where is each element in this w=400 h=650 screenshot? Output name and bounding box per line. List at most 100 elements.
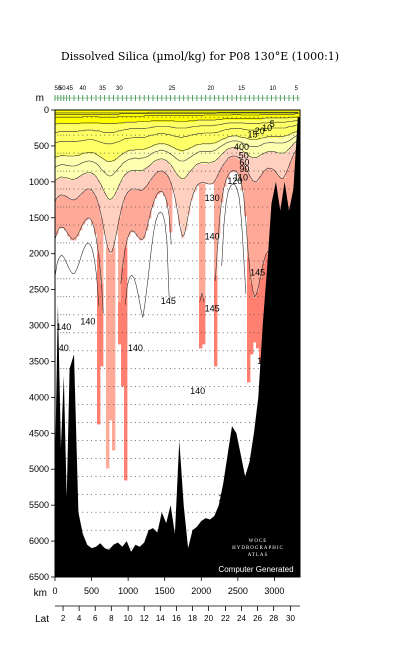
sample-dot [60, 188, 62, 190]
color-band-cell [253, 182, 257, 299]
sample-dot [117, 493, 119, 495]
color-band-cell [253, 140, 257, 159]
sample-dot [213, 278, 215, 280]
sample-dot [205, 386, 207, 388]
sample-dot [139, 404, 141, 406]
sample-dot [165, 116, 167, 118]
color-band-cell [181, 180, 185, 239]
sample-dot [262, 116, 264, 118]
sample-dot [134, 296, 136, 298]
color-band-cell [169, 166, 173, 183]
sample-dot [139, 134, 141, 136]
color-band-cell [208, 120, 212, 145]
sample-dot [240, 440, 242, 441]
sample-dot [143, 242, 145, 244]
sample-dot [192, 422, 193, 423]
sample-dot [178, 350, 180, 352]
sample-dot [117, 314, 119, 316]
color-band-cell [259, 110, 263, 121]
sample-dot [213, 296, 215, 298]
color-band-cell [151, 178, 155, 207]
sample-dot [218, 152, 220, 154]
sample-dot [213, 134, 215, 136]
sample-dot [57, 170, 59, 172]
sample-dot [196, 350, 198, 352]
sample-dot [240, 206, 242, 208]
sample-dot [253, 206, 255, 208]
sample-dot [66, 368, 68, 370]
sample-dot [134, 116, 136, 118]
sample-dot [240, 296, 242, 298]
sample-dot [161, 475, 163, 477]
sample-dot [231, 404, 233, 406]
sample-dot [218, 170, 220, 172]
sample-dot [222, 224, 224, 226]
color-band-cell [136, 122, 140, 151]
sample-dot [192, 475, 193, 477]
sample-dot [174, 260, 176, 262]
sample-dot [99, 314, 101, 316]
x-tick-label: 0 [52, 586, 57, 596]
sample-dot [148, 493, 150, 495]
sample-dot [99, 475, 101, 477]
sample-dot [156, 206, 158, 208]
sample-dot [249, 152, 250, 154]
sample-dot [183, 278, 185, 280]
sample-dot [235, 260, 237, 262]
color-band-cell [67, 156, 71, 181]
sample-dot [165, 188, 167, 190]
sample-dot [170, 314, 172, 316]
sample-dot [130, 170, 132, 172]
sample-dot [113, 188, 114, 190]
sample-dot [126, 206, 128, 208]
sample-dot [222, 278, 224, 280]
sample-dot [284, 170, 286, 172]
sample-dot [143, 404, 145, 406]
sample-dot [117, 350, 119, 352]
sample-dot [126, 368, 128, 370]
sample-dot [196, 206, 198, 208]
sample-dot [77, 170, 79, 172]
sample-dot [161, 422, 163, 423]
sample-dot [139, 511, 141, 513]
sample-dot [227, 116, 229, 118]
sample-dot [174, 386, 176, 388]
sample-dot [82, 332, 84, 334]
y-tick-label: 3000 [29, 321, 49, 331]
sample-dot [192, 386, 193, 388]
sample-dot [139, 188, 141, 190]
color-band-cell [175, 150, 179, 175]
atlas-line-2: HYDROGRAPHIC [232, 546, 284, 551]
sample-dot [161, 493, 163, 495]
sample-dot [104, 529, 106, 531]
sample-dot [288, 188, 290, 190]
color-band-cell [247, 258, 251, 383]
sample-dot [249, 260, 250, 262]
sample-dot [77, 314, 79, 316]
sample-dot [113, 116, 114, 118]
color-band-cell [61, 124, 65, 157]
sample-dot [218, 422, 220, 423]
sample-dot [86, 350, 88, 352]
sample-dot [130, 314, 132, 316]
sample-dot [257, 296, 259, 298]
sample-dot [244, 170, 246, 172]
sample-dot [178, 260, 180, 262]
sample-dot [231, 278, 233, 280]
sample-dot [82, 116, 84, 118]
color-band-cell [190, 148, 194, 171]
sample-dot [257, 386, 259, 388]
color-band-cell [256, 292, 260, 349]
sample-dot [170, 422, 172, 423]
sample-dot [161, 296, 163, 298]
sample-dot [262, 152, 264, 154]
sample-dot [161, 152, 163, 154]
contour-line [55, 113, 299, 118]
sample-dot [156, 170, 158, 172]
sample-dot [152, 278, 154, 280]
sample-dot [174, 242, 176, 244]
sample-dot [222, 386, 224, 388]
sample-dot [143, 350, 145, 352]
sample-dot [66, 188, 68, 190]
